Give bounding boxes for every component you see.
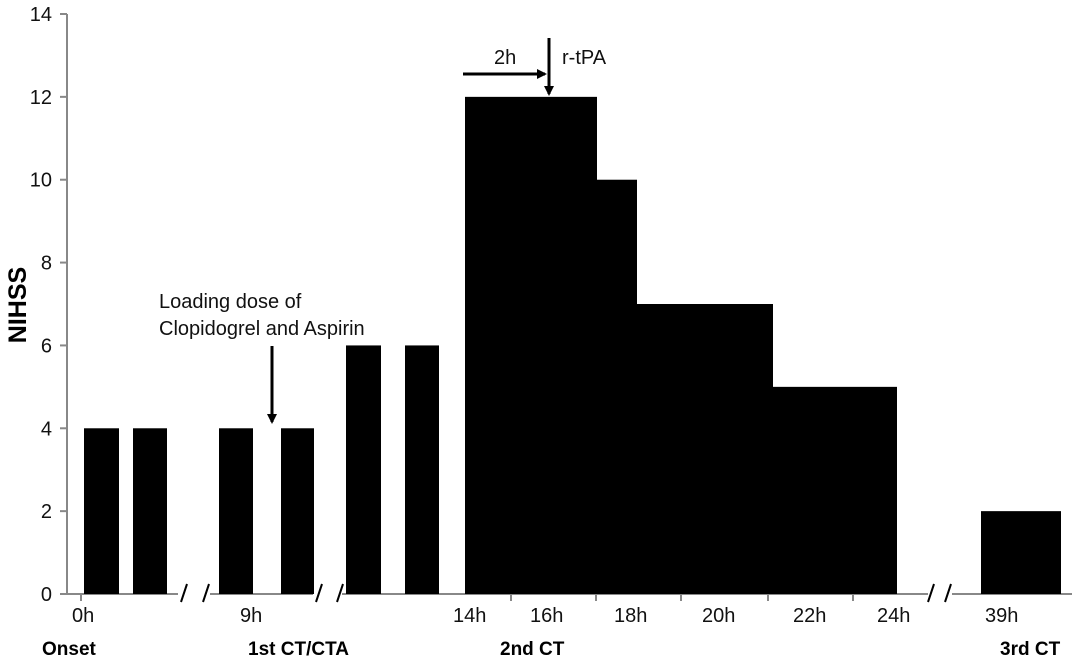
x-tick-label-14h: 14h [453, 605, 486, 627]
x-tick-label-24h: 24h [877, 605, 910, 627]
x-tick-label-16h: 16h [530, 605, 563, 627]
bar-nihss-6 [405, 345, 439, 594]
bar-nihss-12 [548, 96, 597, 594]
bar-nihss-4 [84, 428, 119, 594]
annotation-loading-dose-line2: Clopidogrel and Aspirin [159, 318, 365, 340]
annotation-duration: 2h [494, 47, 516, 69]
annotation-rtpa: r-tPA [562, 47, 607, 69]
bar-nihss-4 [281, 428, 314, 594]
event-label-onset: Onset [42, 639, 97, 660]
annotation-loading-dose-line1: Loading dose of [159, 291, 302, 313]
bar-nihss-6 [346, 345, 381, 594]
y-tick-label: 4 [41, 418, 52, 440]
event-label-second-ct: 2nd CT [500, 639, 565, 660]
bar-nihss-10 [597, 179, 637, 594]
y-tick-label: 0 [41, 584, 52, 606]
axis-break-mark [202, 583, 210, 603]
axis-break-mark [927, 583, 935, 603]
x-tick-label-9h: 9h [240, 605, 262, 627]
bar-nihss-5 [773, 386, 897, 594]
bar-nihss-2 [981, 511, 1061, 594]
x-tick-label-20h: 20h [702, 605, 735, 627]
bar-nihss-7 [637, 304, 773, 594]
y-tick-label: 10 [30, 170, 52, 192]
axis-break-mark [315, 583, 323, 603]
axis-break-mark [336, 583, 344, 603]
y-tick-label: 6 [41, 335, 52, 357]
bar-nihss-4 [133, 428, 167, 594]
event-label-third-ct: 3rd CT [1000, 639, 1061, 660]
bar-nihss-12 [465, 96, 548, 594]
x-tick-label-18h: 18h [614, 605, 647, 627]
y-ticks: 0 2 4 6 8 10 12 14 [30, 4, 67, 606]
bar-nihss-4 [219, 428, 253, 594]
bars [84, 96, 1061, 594]
y-axis-label: NIHSS [4, 267, 32, 343]
y-tick-label: 2 [41, 501, 52, 523]
axis-break-mark [944, 583, 952, 603]
y-tick-label: 14 [30, 4, 52, 26]
x-tick-label-0h: 0h [72, 605, 94, 627]
event-label-first-ct: 1st CT/CTA [248, 639, 349, 660]
x-tick-label-39h: 39h [985, 605, 1018, 627]
y-tick-label: 12 [30, 87, 52, 109]
x-tick-label-22h: 22h [793, 605, 826, 627]
axis-break-mark [180, 583, 188, 603]
y-tick-label: 8 [41, 253, 52, 275]
